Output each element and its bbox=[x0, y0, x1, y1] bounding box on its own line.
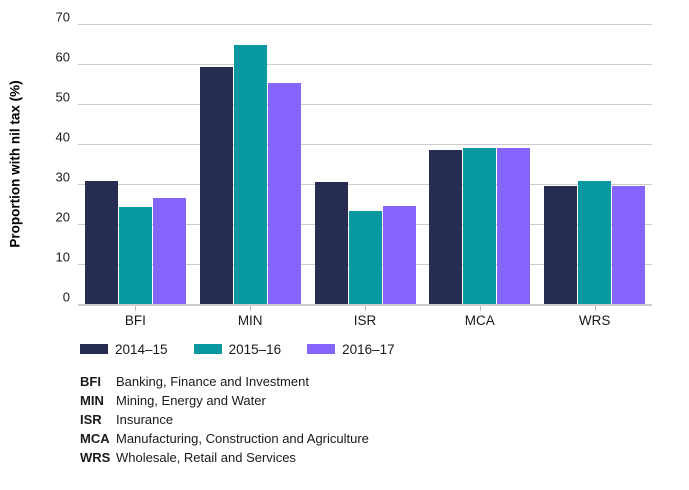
footnote-label: Insurance bbox=[116, 412, 174, 427]
x-tick-mark bbox=[594, 306, 596, 311]
bar-ISR-2016-17 bbox=[382, 205, 416, 304]
gridline bbox=[78, 24, 652, 25]
legend-item: 2014–15 bbox=[80, 342, 168, 357]
plot-area: 0 10 20 30 40 50 60 70 BFI MIN ISR MCA WRS bbox=[56, 9, 652, 328]
footnote-abbr: MIN bbox=[80, 393, 104, 408]
y-tick-label: 0 bbox=[62, 289, 70, 304]
y-tick-label: 50 bbox=[55, 89, 70, 104]
footnote-abbr: BFI bbox=[80, 374, 101, 389]
legend-item: 2015–16 bbox=[193, 341, 282, 357]
footnote-abbr: MCA bbox=[80, 431, 110, 446]
footnote-label: Wholesale, Retail and Services bbox=[116, 450, 296, 465]
x-tick-mark bbox=[365, 306, 366, 311]
legend-item: 2016–17 bbox=[307, 342, 395, 357]
y-tick-label: 40 bbox=[55, 129, 70, 144]
bar-WRS-2016-17 bbox=[612, 186, 646, 304]
legend-label: 2014–15 bbox=[115, 341, 168, 357]
legend-swatch bbox=[80, 344, 108, 354]
bar-MIN-2016-17 bbox=[267, 82, 301, 304]
x-tick-label: MCA bbox=[464, 313, 495, 328]
footnotes-list: BFI Banking, Finance and Investment MIN Min… bbox=[80, 372, 369, 467]
legend-swatch bbox=[307, 344, 336, 354]
bar-MIN-2014-15 bbox=[199, 67, 233, 304]
bar-MIN-2015-16 bbox=[233, 44, 267, 304]
chart-legend: 2014–15 2015–16 2016–17 bbox=[80, 340, 395, 358]
bar-MCA-2014-15 bbox=[429, 150, 463, 304]
gridline bbox=[78, 64, 652, 65]
bar-BFI-2015-16 bbox=[118, 206, 152, 304]
bar-WRS-2015-16 bbox=[578, 180, 612, 304]
gridline bbox=[78, 104, 652, 105]
bar-MCA-2016-17 bbox=[497, 147, 531, 304]
x-tick-label: MIN bbox=[237, 313, 263, 328]
legend-label: 2015–16 bbox=[228, 341, 282, 357]
x-tick-mark bbox=[479, 306, 481, 311]
footnote-label: Manufacturing, Construction and Agricult… bbox=[116, 431, 369, 446]
y-tick-label: 20 bbox=[55, 209, 70, 224]
y-axis-title: Proportion with nil tax (%) bbox=[7, 80, 23, 248]
bar-BFI-2014-15 bbox=[84, 180, 118, 304]
y-tick-label: 30 bbox=[55, 169, 70, 184]
footnote-abbr: WRS bbox=[80, 450, 111, 465]
x-tick-mark bbox=[250, 306, 252, 311]
y-tick-label: 60 bbox=[55, 49, 70, 64]
footnote-label: Mining, Energy and Water bbox=[116, 393, 266, 408]
bar-BFI-2016-17 bbox=[152, 198, 186, 304]
x-tick-mark bbox=[135, 306, 137, 311]
footnote-label: Banking, Finance and Investment bbox=[116, 374, 309, 389]
x-tick-label: ISR bbox=[353, 313, 377, 328]
gridline bbox=[78, 184, 652, 185]
x-tick-label: BFI bbox=[124, 313, 146, 328]
gridline bbox=[78, 144, 652, 145]
legend-swatch bbox=[193, 344, 222, 354]
bar-ISR-2014-15 bbox=[314, 182, 348, 304]
legend-label: 2016–17 bbox=[342, 341, 395, 357]
x-tick-label: WRS bbox=[578, 313, 611, 328]
y-tick-label: 10 bbox=[55, 249, 70, 264]
footnote-abbr: ISR bbox=[80, 412, 102, 427]
bar-WRS-2014-15 bbox=[544, 186, 578, 304]
bar-MCA-2015-16 bbox=[463, 148, 497, 304]
y-tick-label: 70 bbox=[55, 9, 70, 24]
bar-ISR-2015-16 bbox=[348, 210, 382, 304]
